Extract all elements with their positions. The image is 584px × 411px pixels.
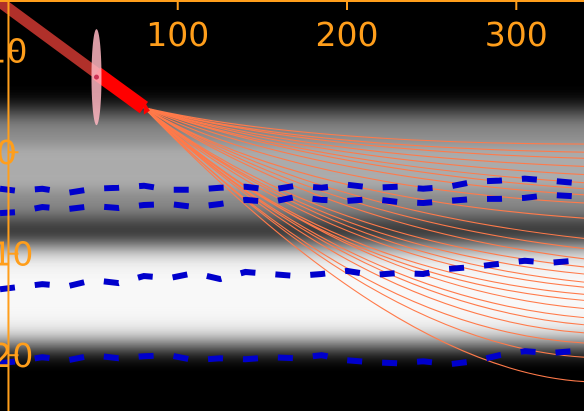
forecast-path [143,107,584,184]
forecast-path [143,107,584,250]
forecast-path [143,107,584,301]
boundary-line [0,256,584,293]
history-track [0,0,100,78]
boundary-lines [0,175,584,368]
forecast-path [143,107,584,288]
boundary-line [0,347,584,368]
y-tick-label: 0 [0,133,17,172]
y-tick-label: 10 [0,32,27,71]
recent-track [92,67,149,114]
forecast-path [143,107,584,275]
x-tick-label: 300 [485,15,548,54]
forecast-path [143,107,584,283]
forecast-path [143,107,584,240]
forecast-path [143,107,584,334]
forecast-path [143,107,584,159]
forecast-path [143,107,584,268]
track-tip [143,100,150,115]
forecast-path [143,107,584,145]
track-layer [0,0,150,126]
forecast-path [143,107,584,326]
forecast-paths [143,107,584,383]
density-band-core-1 [0,274,584,315]
y-tick-label: -10 [0,235,33,274]
x-tick-label: 100 [146,15,209,54]
forecast-path [143,107,584,167]
forecast-path [143,107,584,260]
forecast-path [143,107,584,190]
boundary-line [0,175,584,196]
forecast-path [143,107,584,204]
boundary-line [0,191,584,217]
y-tick-label: -20 [0,336,33,375]
forecast-path [143,107,584,219]
forecast-path [143,107,584,383]
forecast-path [143,107,584,310]
ellipse-center-marker [93,74,99,80]
x-tick-label: 200 [316,15,379,54]
forecast-path [143,107,584,196]
forecast-path [143,107,584,176]
